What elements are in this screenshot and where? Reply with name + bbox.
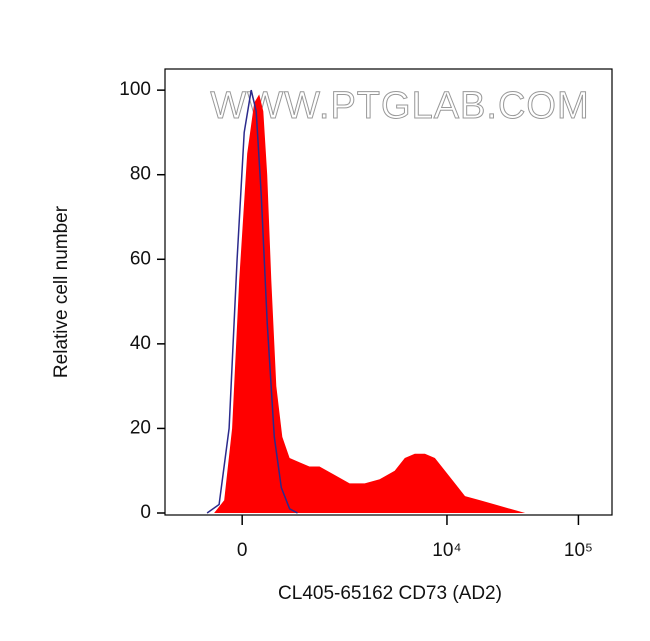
y-tick-label: 60 [130,248,151,269]
x-axis-label: CL405-65162 CD73 (AD2) [278,583,502,604]
y-axis-label: Relative cell number [51,205,72,378]
watermark: WWW.PTGLAB.COM [210,85,589,127]
plot-frame [164,68,613,516]
y-tick-label: 0 [140,502,151,523]
x-tick-label: 0 [237,540,248,561]
y-tick-label: 20 [130,417,151,438]
y-tick-label: 100 [119,79,151,100]
y-tick-label: 40 [130,333,151,354]
x-tick-label: 10⁵ [564,540,593,561]
y-tick-label: 80 [130,164,151,185]
x-tick-label: 10⁴ [432,540,461,561]
histogram-line [206,89,298,514]
histogram-area [214,94,526,514]
